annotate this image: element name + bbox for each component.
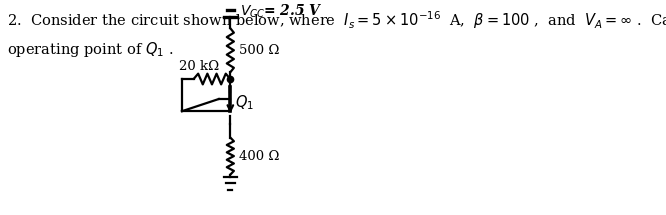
Text: 2.  Consider the circuit shown below, where  $I_s = 5\times10^{-16}$  A,  $\beta: 2. Consider the circuit shown below, whe… bbox=[7, 9, 666, 31]
Text: 20 kΩ: 20 kΩ bbox=[178, 60, 219, 73]
Text: 400 Ω: 400 Ω bbox=[238, 150, 279, 163]
Text: $V_{CC}$= 2.5 V: $V_{CC}$= 2.5 V bbox=[240, 3, 323, 20]
Text: operating point of $Q_1$ .: operating point of $Q_1$ . bbox=[7, 40, 173, 59]
Text: 500 Ω: 500 Ω bbox=[238, 44, 279, 57]
Text: $Q_1$: $Q_1$ bbox=[235, 94, 254, 112]
